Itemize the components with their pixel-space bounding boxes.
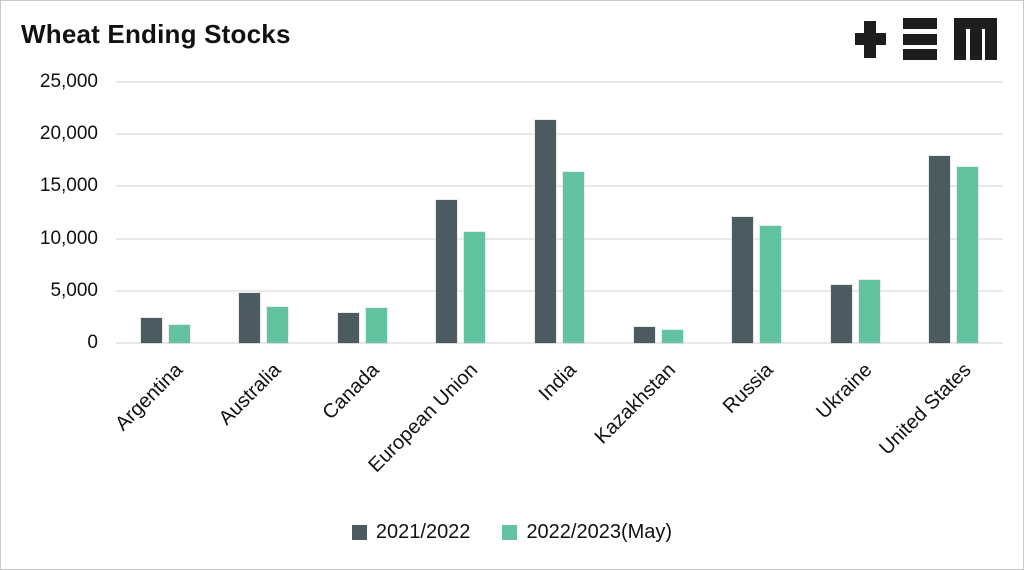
bar-india-series-2 xyxy=(563,172,584,343)
y-axis-tick-label: 10,000 xyxy=(39,227,98,249)
gridline xyxy=(116,342,1003,344)
bar-argentina-series-1 xyxy=(141,318,162,343)
y-axis-tick-label: 25,000 xyxy=(39,71,98,92)
plus-icon xyxy=(855,20,886,58)
x-axis-tick-label: Argentina xyxy=(110,359,187,436)
bar-ukraine-series-1 xyxy=(831,285,852,343)
bar-european-union-series-2 xyxy=(464,232,485,343)
bar-european-union-series-1 xyxy=(436,200,457,343)
bar-russia-series-1 xyxy=(732,217,753,343)
legend-label: 2022/2023(May) xyxy=(526,521,673,543)
gridline xyxy=(116,237,1003,240)
legend-swatch-icon xyxy=(502,525,518,540)
bar-ukraine-series-2 xyxy=(859,280,880,343)
legend-item: 2022/2023(May) xyxy=(502,521,672,544)
legend: 2021/2022 2022/2023(May) xyxy=(1,521,1023,544)
x-axis-tick-label: Australia xyxy=(214,359,286,430)
legend-swatch-icon xyxy=(351,525,367,540)
x-axis-tick-label: Ukraine xyxy=(812,359,877,424)
x-axis-tick-label: Kazakhstan xyxy=(590,359,680,449)
bar-australia-series-1 xyxy=(239,293,260,343)
triple-bar-icon xyxy=(903,18,937,60)
tem-logo xyxy=(855,18,997,60)
x-axis-tick-label: Canada xyxy=(318,359,384,425)
bar-australia-series-2 xyxy=(267,307,288,343)
bar-russia-series-2 xyxy=(760,226,781,343)
bar-india-series-1 xyxy=(535,120,556,343)
bar-kazakhstan-series-1 xyxy=(634,327,655,343)
y-axis-tick-label: 5,000 xyxy=(50,279,98,301)
bar-canada-series-2 xyxy=(366,308,387,343)
y-axis-tick-label: 0 xyxy=(87,332,98,353)
gridline xyxy=(116,289,1003,292)
legend-label: 2021/2022 xyxy=(375,521,471,543)
gridline xyxy=(116,185,1003,188)
gridline xyxy=(116,133,1003,136)
bar-canada-series-1 xyxy=(338,313,359,343)
y-axis-tick-label: 15,000 xyxy=(39,175,98,197)
x-axis-tick-label: United States xyxy=(874,359,976,460)
m-icon xyxy=(954,18,997,60)
gridline xyxy=(116,81,1003,83)
y-axis-tick-label: 20,000 xyxy=(39,123,98,145)
x-axis-tick-label: India xyxy=(534,359,582,406)
legend-item: 2021/2022 xyxy=(351,521,471,544)
bar-argentina-series-2 xyxy=(169,325,190,343)
bar-united-states-series-2 xyxy=(957,167,978,343)
bar-kazakhstan-series-2 xyxy=(662,330,683,343)
bar-united-states-series-1 xyxy=(929,156,950,343)
chart-title: Wheat Ending Stocks xyxy=(21,19,291,49)
x-axis-tick-label: Russia xyxy=(719,359,779,418)
